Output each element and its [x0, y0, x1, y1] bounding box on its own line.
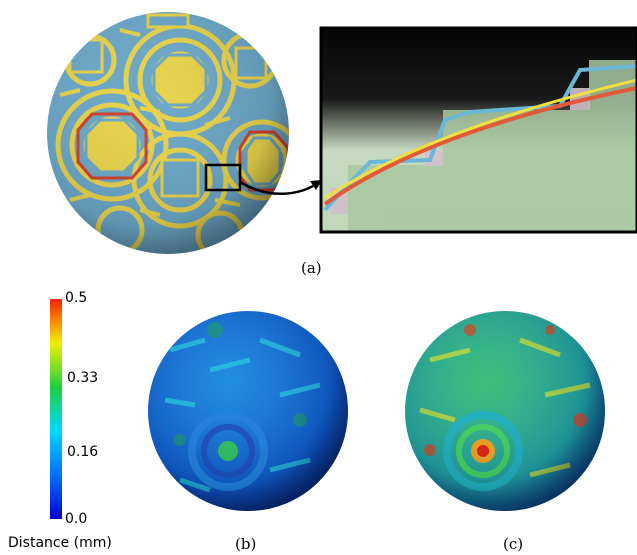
colorbar-tick-min: 0.0	[65, 511, 88, 527]
colorbar-unit-label: Distance (mm)	[8, 535, 112, 551]
zoom-inset	[319, 26, 637, 234]
patterned-sphere	[47, 12, 322, 254]
panel-label-b: (b)	[235, 535, 257, 553]
colorbar-tick-low: 0.16	[67, 444, 99, 460]
colorbar	[50, 299, 62, 519]
heatmap-sphere-c	[405, 311, 605, 511]
colorbar-tick-max: 0.5	[65, 290, 88, 306]
heatmap-sphere-b	[148, 311, 348, 511]
zoom-arrow	[239, 180, 319, 195]
zoom-marker-box	[204, 163, 242, 192]
panel-label-a: (a)	[301, 259, 322, 277]
colorbar-tick-high: 0.33	[67, 370, 99, 386]
panel-label-c: (c)	[503, 535, 524, 553]
